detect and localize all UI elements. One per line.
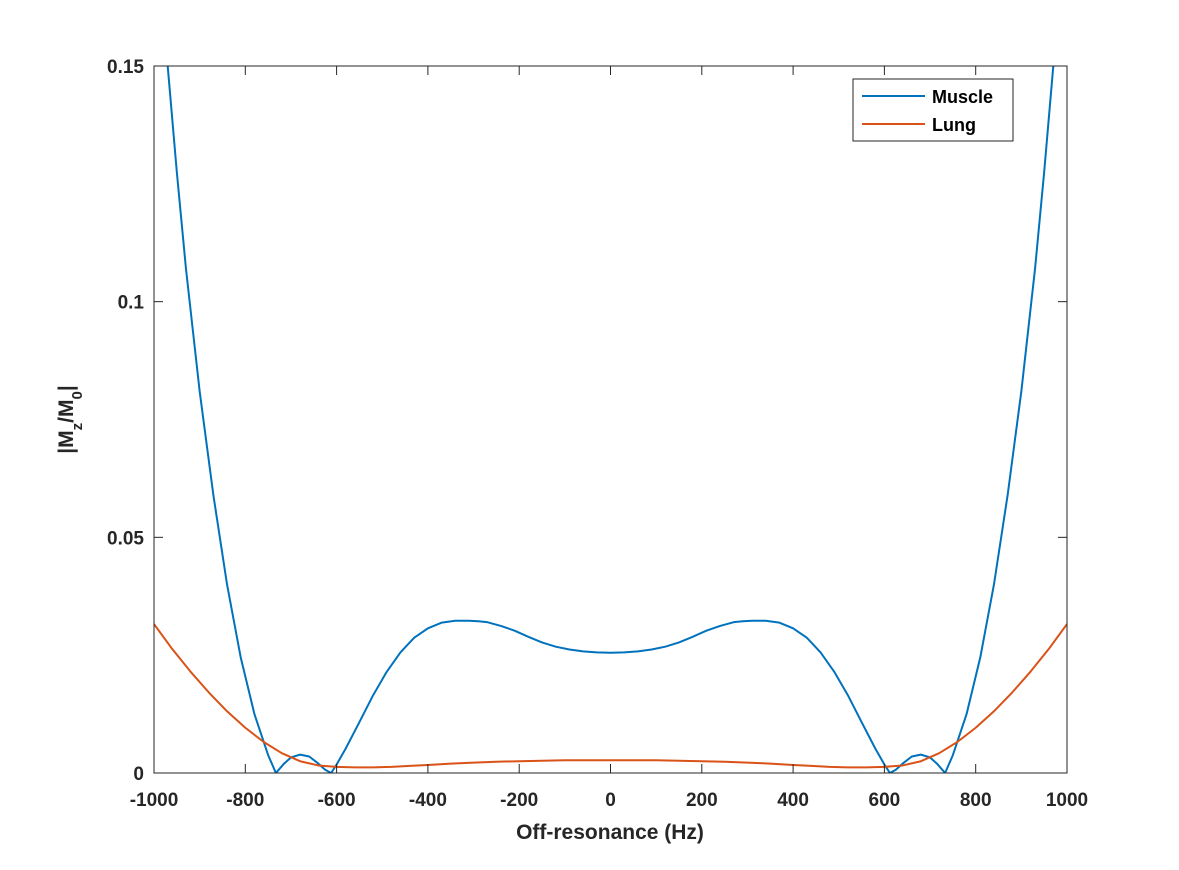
y-axis-title: |Mz/M0| — [55, 385, 86, 453]
x-tick-labels: -1000 -800 -600 -400 -200 0 200 400 600 800 1000 — [130, 790, 1088, 811]
legend-label-lung: Lung — [932, 115, 976, 135]
x-tick-label: 200 — [686, 790, 718, 811]
x-tick-label: -200 — [500, 790, 538, 811]
x-axis-title: Off-resonance (Hz) — [516, 821, 704, 844]
series-layer — [154, 66, 1067, 773]
y-tick-label: 0 — [133, 764, 144, 785]
legend: Muscle Lung — [852, 78, 1014, 142]
x-tick-label: -800 — [226, 790, 264, 811]
x-tick-label: -1000 — [130, 790, 179, 811]
plot-area — [154, 66, 1067, 773]
x-tick-label: 600 — [869, 790, 901, 811]
x-tick-label: 400 — [777, 790, 809, 811]
y-tick-labels: 0 0.05 0.1 0.15 — [107, 57, 144, 785]
series-line-muscle — [166, 66, 1055, 773]
x-tick-label: -600 — [318, 790, 356, 811]
y-tick-label: 0.1 — [118, 293, 145, 314]
series-line-lung — [154, 623, 1067, 769]
x-tick-label: 800 — [960, 790, 992, 811]
y-tick-label: 0.15 — [107, 57, 144, 78]
x-tick-label: 0 — [605, 790, 616, 811]
legend-box — [852, 78, 1014, 142]
y-tick-label: 0.05 — [107, 528, 144, 549]
legend-label-muscle: Muscle — [932, 87, 993, 107]
x-tick-label: 1000 — [1046, 790, 1088, 811]
x-tick-label: -400 — [409, 790, 447, 811]
axes-box — [153, 65, 1068, 774]
